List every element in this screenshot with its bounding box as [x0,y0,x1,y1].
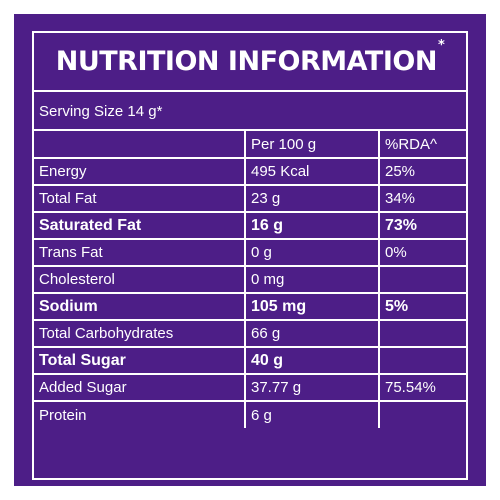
rda-cell: 34% [378,184,466,213]
rda-cell [378,346,466,375]
per-100g-cell: 6 g [244,400,380,428]
rda-cell: 5% [378,292,466,321]
nutrient-cell: Protein [34,400,246,428]
per-100g-cell: 37.77 g [244,373,380,402]
table-row: Added Sugar 37.77 g 75.54% [34,373,466,402]
table-row: Cholesterol 0 mg [34,265,466,294]
rda-cell: 0% [378,238,466,267]
table-row: Total Sugar 40 g [34,346,466,375]
title-text: NUTRITION INFORMATION [55,46,438,77]
per-100g-cell: 40 g [244,346,380,375]
title-footnote-mark: * [437,38,445,53]
per-100g-cell: 0 g [244,238,380,267]
rda-cell: 75.54% [378,373,466,402]
rda-cell [378,319,466,348]
table-row: Trans Fat 0 g 0% [34,238,466,267]
nutrition-table: Per 100 g %RDA^ Energy 495 Kcal 25% Total F… [34,131,466,428]
serving-size: Serving Size 14 g* [34,92,466,131]
nutrient-cell: Saturated Fat [34,211,246,240]
nutrient-cell: Trans Fat [34,238,246,267]
nutrient-cell: Total Carbohydrates [34,319,246,348]
header-rda: %RDA^ [378,131,466,159]
nutrition-panel: NUTRITION INFORMATION* Serving Size 14 g… [14,14,486,486]
rda-cell: 25% [378,157,466,186]
nutrition-title: NUTRITION INFORMATION* [34,33,466,92]
nutrient-cell: Sodium [34,292,246,321]
table-row: Protein 6 g [34,400,466,428]
nutrient-cell: Total Sugar [34,346,246,375]
table-row: Sodium 105 mg 5% [34,292,466,321]
per-100g-cell: 23 g [244,184,380,213]
table-row: Total Fat 23 g 34% [34,184,466,213]
rda-cell [378,265,466,294]
nutrient-cell: Energy [34,157,246,186]
header-nutrient [34,131,246,159]
table-row: Saturated Fat 16 g 73% [34,211,466,240]
rda-cell [378,400,466,428]
per-100g-cell: 66 g [244,319,380,348]
nutrition-frame: NUTRITION INFORMATION* Serving Size 14 g… [32,31,468,480]
table-row: Energy 495 Kcal 25% [34,157,466,186]
rda-cell: 73% [378,211,466,240]
table-header-row: Per 100 g %RDA^ [34,131,466,159]
nutrient-cell: Cholesterol [34,265,246,294]
table-row: Total Carbohydrates 66 g [34,319,466,348]
per-100g-cell: 105 mg [244,292,380,321]
per-100g-cell: 16 g [244,211,380,240]
nutrient-cell: Total Fat [34,184,246,213]
per-100g-cell: 0 mg [244,265,380,294]
nutrient-cell: Added Sugar [34,373,246,402]
header-per-100g: Per 100 g [244,131,380,159]
per-100g-cell: 495 Kcal [244,157,380,186]
